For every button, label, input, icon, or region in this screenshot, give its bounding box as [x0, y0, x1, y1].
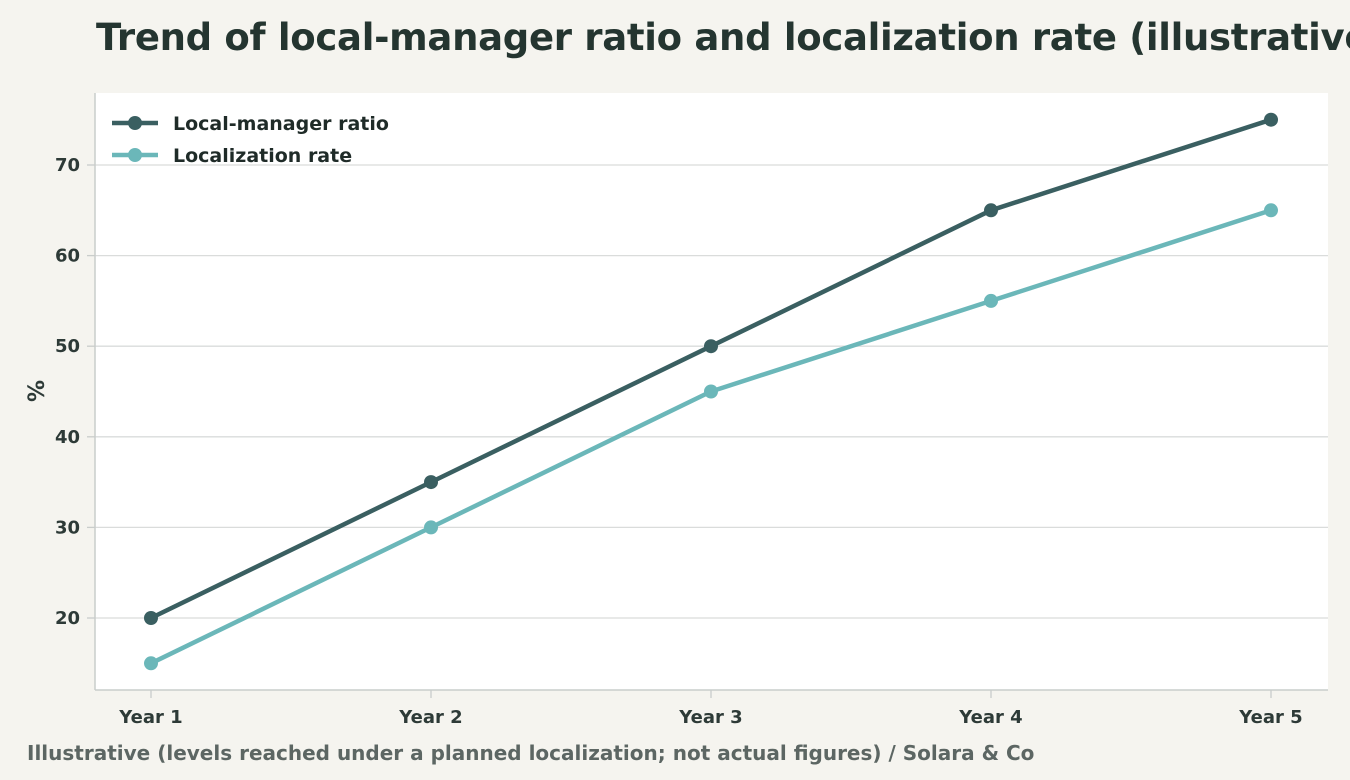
- data-point-s2-1: [144, 656, 158, 671]
- y-axis-title: %: [25, 380, 50, 402]
- data-point-s1-4: [984, 203, 998, 218]
- chart-footnote: Illustrative (levels reached under a pla…: [27, 741, 1035, 765]
- x-tick-labels: Year 1 Year 2 Year 3 Year 4 Year 5: [118, 690, 1303, 728]
- x-tick-label-2: Year 2: [398, 707, 462, 728]
- y-tick-label-40: 40: [55, 427, 80, 448]
- data-point-s1-2: [424, 475, 438, 490]
- data-point-s2-3: [704, 384, 718, 399]
- data-point-s2-4: [984, 293, 998, 308]
- x-tick-label-3: Year 3: [678, 707, 742, 728]
- series-1: [144, 112, 1278, 625]
- legend-swatch-marker-1: [128, 116, 142, 130]
- y-tick-label-20: 20: [55, 608, 80, 629]
- legend-label-2: Localization rate: [173, 145, 352, 167]
- legend-label-1: Local-manager ratio: [173, 113, 389, 135]
- chart-title: Trend of local-manager ratio and localiz…: [96, 16, 1350, 59]
- legend: Local-manager ratio Localization rate: [112, 113, 389, 167]
- y-tick-label-30: 30: [55, 517, 80, 538]
- x-tick-label-5: Year 5: [1238, 707, 1302, 728]
- x-tick-label-4: Year 4: [958, 707, 1022, 728]
- y-tick-label-60: 60: [55, 246, 80, 267]
- data-point-s1-5: [1264, 112, 1278, 127]
- data-point-s2-5: [1264, 203, 1278, 218]
- series-group: [144, 112, 1278, 671]
- data-point-s1-1: [144, 611, 158, 625]
- y-tick-label-50: 50: [55, 336, 80, 357]
- legend-swatch-marker-2: [128, 148, 142, 162]
- x-tick-label-1: Year 1: [118, 707, 182, 728]
- y-tick-labels: 20 30 40 50 60 70: [55, 155, 80, 629]
- data-point-s2-2: [424, 520, 438, 535]
- y-tick-label-70: 70: [55, 155, 80, 176]
- data-point-s1-3: [704, 339, 718, 354]
- series-2: [144, 203, 1278, 671]
